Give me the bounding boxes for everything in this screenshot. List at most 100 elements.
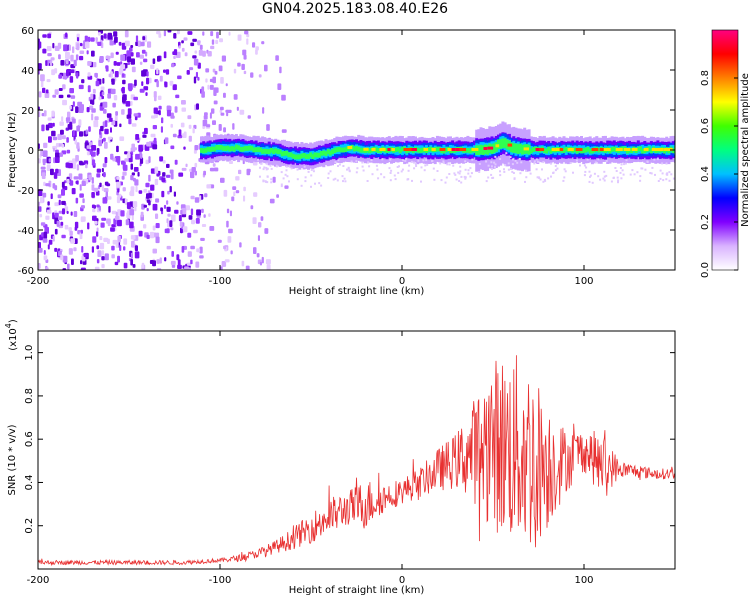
spectrogram-cell <box>42 48 47 54</box>
spectrogram-cell <box>209 84 214 90</box>
spectrogram-cell <box>241 146 245 152</box>
spectrogram-cell <box>81 246 84 253</box>
spectrogram-cell <box>529 160 532 163</box>
spectrogram-cell <box>166 206 171 212</box>
spectrogram-cell <box>193 76 197 84</box>
spectrogram-cell <box>38 206 42 212</box>
spectrogram-cell <box>470 172 473 175</box>
spectrogram-cell <box>117 235 121 243</box>
spectrogram-cell <box>101 168 104 173</box>
spectrogram-cell <box>181 207 187 215</box>
spectrogram-cell <box>95 37 98 44</box>
x-tick-label: -100 <box>209 575 232 586</box>
spectrogram-cell <box>503 138 507 148</box>
spectrogram-cell <box>130 58 135 65</box>
spectrogram-cell <box>236 106 239 111</box>
spectrogram-cell <box>631 169 634 172</box>
spectrogram-cell <box>213 146 217 152</box>
spectrogram-cell <box>195 261 200 268</box>
spectrogram-cell <box>62 208 65 215</box>
spectrogram-cell <box>444 181 447 184</box>
spectrogram-cell <box>146 141 151 147</box>
spectrogram-cell <box>138 190 143 194</box>
spectrogram-cell <box>405 158 408 160</box>
spectrogram-cell <box>277 83 282 90</box>
spectrogram-cell <box>239 109 245 115</box>
spectrogram-cell <box>207 84 210 90</box>
spectrogram-cell <box>411 148 417 151</box>
spectrogram-cell <box>219 145 223 150</box>
spectrogram-cell <box>99 236 103 241</box>
spectrogram-cell <box>152 260 156 267</box>
spectrogram-cell <box>420 180 422 183</box>
spectrogram-cell <box>143 86 149 91</box>
spectrogram-cell <box>70 54 74 62</box>
spectrogram-cell <box>491 167 493 170</box>
x-tick-label: 100 <box>574 575 593 586</box>
spectrogram-cell <box>262 107 265 114</box>
spectrogram-cell <box>262 168 265 171</box>
spectrogram-cell <box>144 127 148 135</box>
spectrogram-cell <box>376 148 380 153</box>
spectrogram-cell <box>67 94 71 98</box>
spectrogram-cell <box>153 107 158 114</box>
spectrogram-cell <box>478 162 481 165</box>
spectrogram-cell <box>100 42 104 49</box>
spectrogram-cell <box>191 219 195 225</box>
spectrogram-cell <box>46 79 51 83</box>
spectrogram-cell <box>270 178 273 181</box>
spectrogram-cell <box>146 77 150 85</box>
spectrogram-cell <box>594 161 597 164</box>
spectrogram-cell <box>91 246 94 253</box>
spectrogram-cell <box>102 101 108 108</box>
spectrogram-cell <box>200 237 205 241</box>
spectrogram-cell <box>90 93 94 100</box>
spectrogram-cell <box>202 50 206 57</box>
spectrogram-cell <box>117 219 122 227</box>
spectrogram-cell <box>621 146 625 152</box>
spectrogram-cell <box>143 204 147 208</box>
spectrogram-cell <box>197 40 201 44</box>
x-tick-label: -200 <box>27 575 50 586</box>
spectrogram-cell <box>266 124 270 131</box>
spectrogram-cell <box>514 143 518 154</box>
spectrogram-cell <box>79 193 84 198</box>
snr-series-line <box>38 355 675 567</box>
spectrogram-cell <box>73 211 78 217</box>
spectrogram-cell <box>138 144 143 152</box>
spectrogram-cell <box>433 178 436 181</box>
spectrogram-cell <box>656 158 659 161</box>
spectrogram-cell <box>285 165 288 168</box>
spectrogram-cell <box>246 168 251 173</box>
spectrogram-cell <box>188 215 193 220</box>
y-axis-label: SNR (10 * v/v) <box>7 424 18 495</box>
spectrogram-cell <box>223 245 227 250</box>
spectrogram-cell <box>110 88 116 95</box>
spectrogram-cell <box>167 30 172 33</box>
spectrogram-cell <box>562 179 565 182</box>
spectrogram-cell <box>641 148 645 154</box>
spectrogram-cell <box>494 163 497 166</box>
spectrogram-cell <box>265 149 269 154</box>
spectrogram-cell <box>118 41 122 46</box>
spectrogram-cell <box>110 227 115 232</box>
spectrogram-cell <box>318 182 321 185</box>
spectrogram-cell <box>210 31 214 37</box>
spectrogram-cell <box>76 43 80 51</box>
spectrogram-cell <box>547 146 551 152</box>
spectrogram-cell <box>131 172 135 176</box>
spectrogram-cell <box>75 155 79 162</box>
x-tick-label: 0 <box>399 276 405 287</box>
spectrogram-cell <box>633 173 636 176</box>
spectrogram-cell <box>672 177 675 180</box>
spectrogram-cell <box>134 79 137 86</box>
spectrogram-cell <box>264 228 269 234</box>
colorbar-tick-label: 0.4 <box>700 166 711 182</box>
spectrogram-cell <box>586 146 590 152</box>
spectrogram-cell <box>447 148 452 151</box>
spectrogram-cell <box>141 262 145 269</box>
spectrogram-cell <box>147 41 152 48</box>
spectrogram-cell <box>554 169 557 172</box>
spectrogram-cell <box>229 160 233 164</box>
spectrogram-cell <box>538 176 540 179</box>
